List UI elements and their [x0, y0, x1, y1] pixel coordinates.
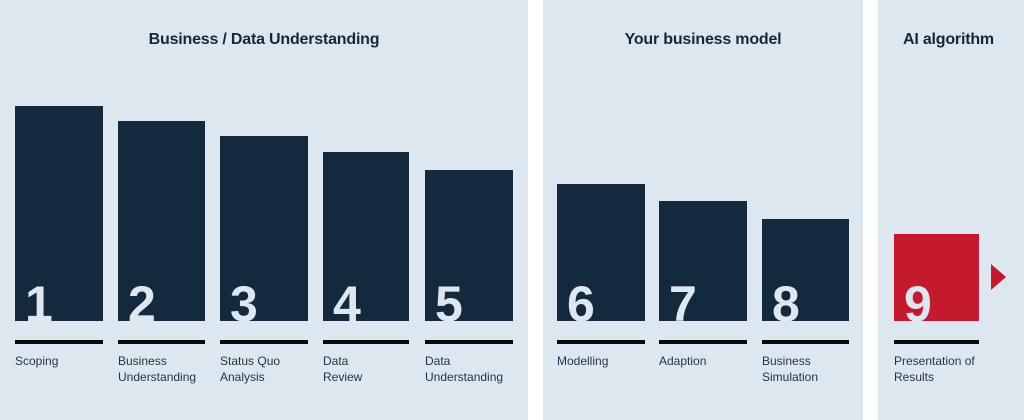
step-bar: [894, 234, 979, 321]
step-number: 1: [25, 276, 53, 332]
step-number: 5: [435, 276, 463, 332]
step-bar: [15, 106, 103, 321]
phase-title: Your business model: [624, 31, 782, 48]
step-8: 8: [762, 219, 849, 329]
step-number: 6: [567, 276, 595, 332]
step-4: 4: [323, 152, 409, 329]
step-number: 4: [333, 276, 361, 332]
step-label: Data Review: [323, 354, 363, 384]
step-label: Adaption: [659, 354, 707, 368]
phase-title: AI algorithm: [903, 31, 994, 48]
step-number: 9: [904, 276, 932, 332]
step-bar: [323, 152, 409, 321]
step-divider: [220, 340, 308, 344]
step-divider: [557, 340, 645, 344]
step-7: 7: [659, 201, 747, 329]
step-bar: [220, 136, 308, 321]
step-divider: [762, 340, 849, 344]
step-label: Status Quo Analysis: [220, 354, 281, 384]
arrow-right-icon: [991, 264, 1006, 290]
phase-title: Business / Data Understanding: [148, 31, 380, 48]
step-number: 7: [669, 276, 697, 332]
step-divider: [118, 340, 205, 344]
step-label: Scoping: [15, 354, 59, 368]
step-number: 3: [230, 276, 258, 332]
step-bar: [762, 219, 849, 321]
step-bar: [557, 184, 645, 321]
step-divider: [425, 340, 513, 344]
step-2: 2: [118, 121, 205, 329]
step-label: Modelling: [557, 354, 609, 368]
step-label: Business Understanding: [118, 354, 197, 384]
step-number: 8: [772, 276, 800, 332]
step-3: 3: [220, 136, 308, 329]
step-number: 2: [128, 276, 156, 332]
step-9: 9: [894, 234, 979, 329]
step-1: 1: [15, 106, 103, 329]
phase-panel-ai-algorithm: AI algorithm: [878, 0, 1024, 420]
step-divider: [15, 340, 103, 344]
step-label: Business Simulation: [762, 354, 819, 384]
step-label: Data Understanding: [425, 354, 504, 384]
step-bar: [659, 201, 747, 321]
step-divider: [323, 340, 409, 344]
step-bar: [118, 121, 205, 321]
step-divider: [894, 340, 979, 344]
step-label: Presentation of Results: [894, 354, 975, 384]
step-5: 5: [425, 170, 513, 329]
step-6: 6: [557, 184, 645, 329]
step-bar: [425, 170, 513, 321]
step-divider: [659, 340, 747, 344]
